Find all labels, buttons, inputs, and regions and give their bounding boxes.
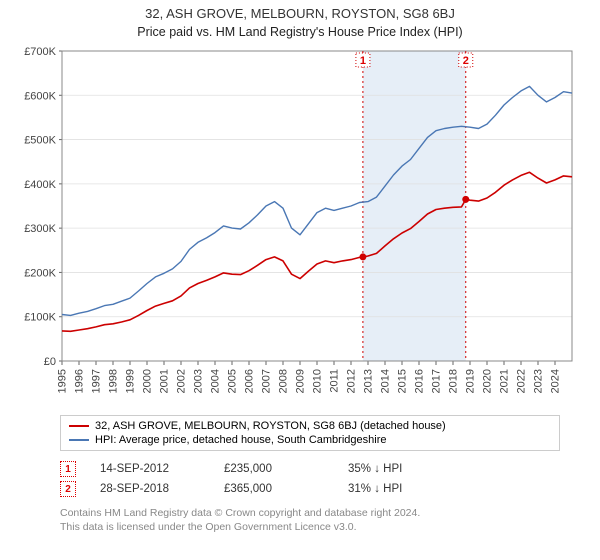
svg-text:£400K: £400K bbox=[24, 179, 56, 191]
chart-title: 32, ASH GROVE, MELBOURN, ROYSTON, SG8 6B… bbox=[0, 6, 600, 21]
svg-text:2016: 2016 bbox=[413, 369, 425, 393]
svg-text:1999: 1999 bbox=[124, 369, 136, 393]
svg-text:2007: 2007 bbox=[260, 369, 272, 393]
footer-line: This data is licensed under the Open Gov… bbox=[60, 521, 560, 535]
svg-text:2005: 2005 bbox=[226, 369, 238, 393]
svg-text:2014: 2014 bbox=[379, 369, 391, 393]
svg-text:2009: 2009 bbox=[294, 369, 306, 393]
chart-subtitle: Price paid vs. HM Land Registry's House … bbox=[0, 25, 600, 39]
svg-text:2018: 2018 bbox=[447, 369, 459, 393]
chart-svg: £0 £100K £200K £300K £400K £500K £600K £700K 199… bbox=[10, 41, 590, 411]
legend-box: 32, ASH GROVE, MELBOURN, ROYSTON, SG8 6B… bbox=[60, 415, 560, 451]
svg-text:2022: 2022 bbox=[515, 369, 527, 393]
svg-text:2010: 2010 bbox=[311, 369, 323, 393]
svg-text:2: 2 bbox=[463, 55, 469, 67]
svg-text:2006: 2006 bbox=[243, 369, 255, 393]
svg-text:£0: £0 bbox=[44, 356, 56, 368]
table-row: 2 28-SEP-2018 £365,000 31% ↓ HPI bbox=[60, 479, 560, 499]
svg-text:2023: 2023 bbox=[532, 369, 544, 393]
svg-text:£300K: £300K bbox=[24, 223, 56, 235]
svg-text:2019: 2019 bbox=[464, 369, 476, 393]
svg-text:2012: 2012 bbox=[345, 369, 357, 393]
svg-text:2024: 2024 bbox=[549, 369, 561, 393]
svg-text:£100K: £100K bbox=[24, 312, 56, 324]
sale-date: 28-SEP-2018 bbox=[100, 483, 200, 495]
svg-text:1996: 1996 bbox=[73, 369, 85, 393]
svg-text:2001: 2001 bbox=[158, 369, 170, 393]
svg-text:£200K: £200K bbox=[24, 267, 56, 279]
svg-text:£700K: £700K bbox=[24, 46, 56, 58]
table-row: 1 14-SEP-2012 £235,000 35% ↓ HPI bbox=[60, 459, 560, 479]
svg-text:£600K: £600K bbox=[24, 90, 56, 102]
sale-marker-badge: 2 bbox=[60, 481, 76, 497]
sales-table: 1 14-SEP-2012 £235,000 35% ↓ HPI 2 28-SE… bbox=[60, 459, 560, 499]
svg-text:2003: 2003 bbox=[192, 369, 204, 393]
svg-text:£500K: £500K bbox=[24, 135, 56, 147]
sale-price: £365,000 bbox=[224, 483, 324, 495]
legend-label: 32, ASH GROVE, MELBOURN, ROYSTON, SG8 6B… bbox=[95, 420, 446, 432]
chart-area: £0 £100K £200K £300K £400K £500K £600K £700K 199… bbox=[10, 41, 590, 411]
legend-label: HPI: Average price, detached house, Sout… bbox=[95, 434, 386, 446]
sale-delta: 31% ↓ HPI bbox=[348, 483, 448, 495]
legend-swatch bbox=[69, 439, 89, 441]
legend-swatch bbox=[69, 425, 89, 427]
svg-text:1998: 1998 bbox=[107, 369, 119, 393]
svg-text:2013: 2013 bbox=[362, 369, 374, 393]
sale-marker-badge: 1 bbox=[60, 461, 76, 477]
svg-text:1: 1 bbox=[360, 55, 366, 67]
footer-line: Contains HM Land Registry data © Crown c… bbox=[60, 507, 560, 521]
svg-text:2008: 2008 bbox=[277, 369, 289, 393]
sale-delta: 35% ↓ HPI bbox=[348, 463, 448, 475]
sale-date: 14-SEP-2012 bbox=[100, 463, 200, 475]
svg-text:2000: 2000 bbox=[141, 369, 153, 393]
svg-text:1995: 1995 bbox=[56, 369, 68, 393]
svg-text:2021: 2021 bbox=[498, 369, 510, 393]
sale-price: £235,000 bbox=[224, 463, 324, 475]
footer-attrib: Contains HM Land Registry data © Crown c… bbox=[60, 507, 560, 534]
svg-text:2011: 2011 bbox=[328, 369, 340, 393]
svg-text:1997: 1997 bbox=[90, 369, 102, 393]
legend-row: HPI: Average price, detached house, Sout… bbox=[69, 433, 551, 447]
svg-text:2017: 2017 bbox=[430, 369, 442, 393]
legend-row: 32, ASH GROVE, MELBOURN, ROYSTON, SG8 6B… bbox=[69, 419, 551, 433]
svg-text:2020: 2020 bbox=[481, 369, 493, 393]
svg-text:2015: 2015 bbox=[396, 369, 408, 393]
svg-text:2002: 2002 bbox=[175, 369, 187, 393]
svg-text:2004: 2004 bbox=[209, 369, 221, 393]
